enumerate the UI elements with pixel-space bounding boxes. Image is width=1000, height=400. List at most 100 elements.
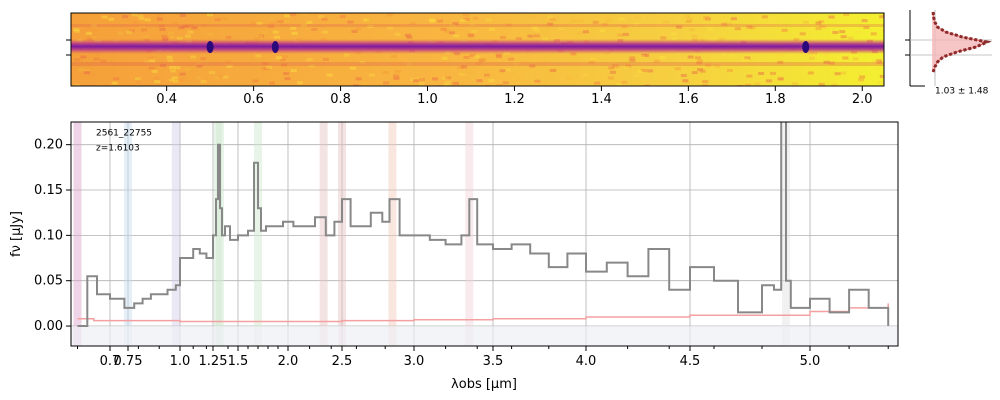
heatmap-pixel [441, 76, 448, 80]
heatmap-pixel [713, 64, 720, 68]
heatmap-lower-band [71, 62, 884, 66]
heatmap-pixel [122, 15, 129, 19]
heatmap-pixel [447, 24, 454, 28]
heatmap-pixel [179, 72, 186, 76]
heatmap-pixel [712, 65, 719, 69]
heatmap-pixel [705, 17, 711, 21]
heatmap-pixel [74, 84, 80, 86]
heatmap-pixel [777, 76, 784, 80]
heatmap-pixel [185, 34, 191, 38]
trace-feature [802, 41, 810, 53]
heatmap-pixel [444, 29, 451, 33]
heatmap-pixel [437, 19, 444, 23]
heatmap-pixel [754, 82, 761, 86]
heatmap-pixel [618, 17, 625, 21]
heatmap-pixel [730, 17, 737, 21]
heatmap-pixel [418, 77, 425, 81]
heatmap-pixel [746, 74, 753, 78]
heatmap-pixel [734, 27, 741, 31]
heatmap-pixel [209, 71, 216, 75]
heatmap-pixel [349, 66, 356, 70]
heatmap-pixel [449, 24, 456, 28]
heatmap-pixel [459, 72, 466, 76]
heatmap-pixel [207, 33, 214, 37]
heatmap-pixel [637, 70, 644, 74]
heatmap-pixel [792, 82, 798, 86]
heatmap-pixel [832, 31, 839, 34]
heatmap-pixel [478, 59, 485, 63]
heatmap-pixel [258, 34, 265, 38]
heatmap-pixel [418, 82, 425, 86]
heatmap-pixel [453, 34, 460, 38]
heatmap-pixel [488, 79, 495, 83]
heatmap-pixel [74, 58, 80, 62]
heatmap-pixel [428, 18, 435, 22]
heatmap-pixel [547, 15, 554, 19]
heatmap-x-tick-label: 1.0 [417, 92, 438, 107]
heatmap-pixel [691, 71, 698, 75]
heatmap-pixel [268, 81, 275, 85]
heatmap-pixel [363, 18, 370, 22]
heatmap-pixel [504, 68, 511, 72]
heatmap-pixel [472, 16, 479, 20]
heatmap-pixel [882, 29, 884, 33]
heatmap-pixel [522, 60, 529, 64]
heatmap-pixel [168, 78, 175, 82]
heatmap-pixel [678, 59, 685, 63]
heatmap-pixel [278, 57, 285, 61]
heatmap-pixel [742, 58, 749, 62]
heatmap-pixel [469, 23, 476, 27]
heatmap-pixel [460, 70, 467, 73]
heatmap-pixel [464, 20, 471, 24]
heatmap-pixel [460, 19, 466, 22]
heatmap-pixel [863, 26, 870, 29]
heatmap-pixel [256, 22, 263, 26]
heatmap-pixel [322, 57, 329, 61]
heatmap-pixel [463, 13, 469, 17]
heatmap-pixel [444, 80, 451, 84]
heatmap-pixel [803, 53, 810, 57]
heatmap-pixel [496, 84, 503, 86]
heatmap-pixel [85, 26, 92, 30]
x-tick-label: 2.0 [278, 354, 299, 369]
heatmap-pixel [367, 24, 374, 28]
heatmap-pixel [702, 80, 709, 84]
heatmap-pixel [617, 33, 624, 37]
heatmap-pixel [578, 19, 585, 23]
heatmap-pixel [660, 36, 667, 40]
heatmap-pixel [283, 72, 290, 76]
x-tick-label: 0.75 [114, 354, 143, 369]
heatmap-pixel [499, 69, 506, 73]
heatmap-pixel [676, 25, 683, 29]
heatmap-pixel [468, 17, 474, 21]
heatmap-pixel [221, 17, 228, 21]
heatmap-pixel [179, 13, 186, 17]
heatmap-pixel [187, 23, 194, 27]
heatmap-pixel [77, 68, 84, 72]
heatmap-pixel [605, 18, 612, 22]
heatmap-pixel [608, 66, 615, 70]
heatmap-pixel [451, 82, 458, 86]
heatmap-pixel [623, 65, 630, 69]
heatmap-pixel [101, 15, 108, 19]
heatmap-pixel [496, 55, 503, 59]
heatmap-pixel [393, 76, 400, 80]
heatmap-pixel [166, 55, 173, 59]
heatmap-x-tick-label: 0.4 [156, 92, 177, 107]
heatmap-pixel [485, 18, 492, 22]
heatmap-pixel [269, 16, 276, 20]
heatmap-pixel [828, 15, 835, 19]
heatmap-pixel [847, 36, 854, 40]
heatmap-pixel [143, 60, 150, 64]
heatmap-pixel [721, 22, 728, 26]
heatmap-pixel [432, 77, 438, 81]
y-axis-label: fν [μJy] [9, 211, 24, 257]
heatmap-pixel [582, 73, 588, 77]
x-tick-label: 2.5 [332, 354, 353, 369]
heatmap-pixel [158, 24, 165, 28]
heatmap-pixel [601, 22, 608, 26]
heatmap-pixel [279, 58, 286, 62]
heatmap-pixel [531, 26, 538, 30]
heatmap-pixel [515, 37, 522, 41]
heatmap-pixel [463, 17, 470, 21]
